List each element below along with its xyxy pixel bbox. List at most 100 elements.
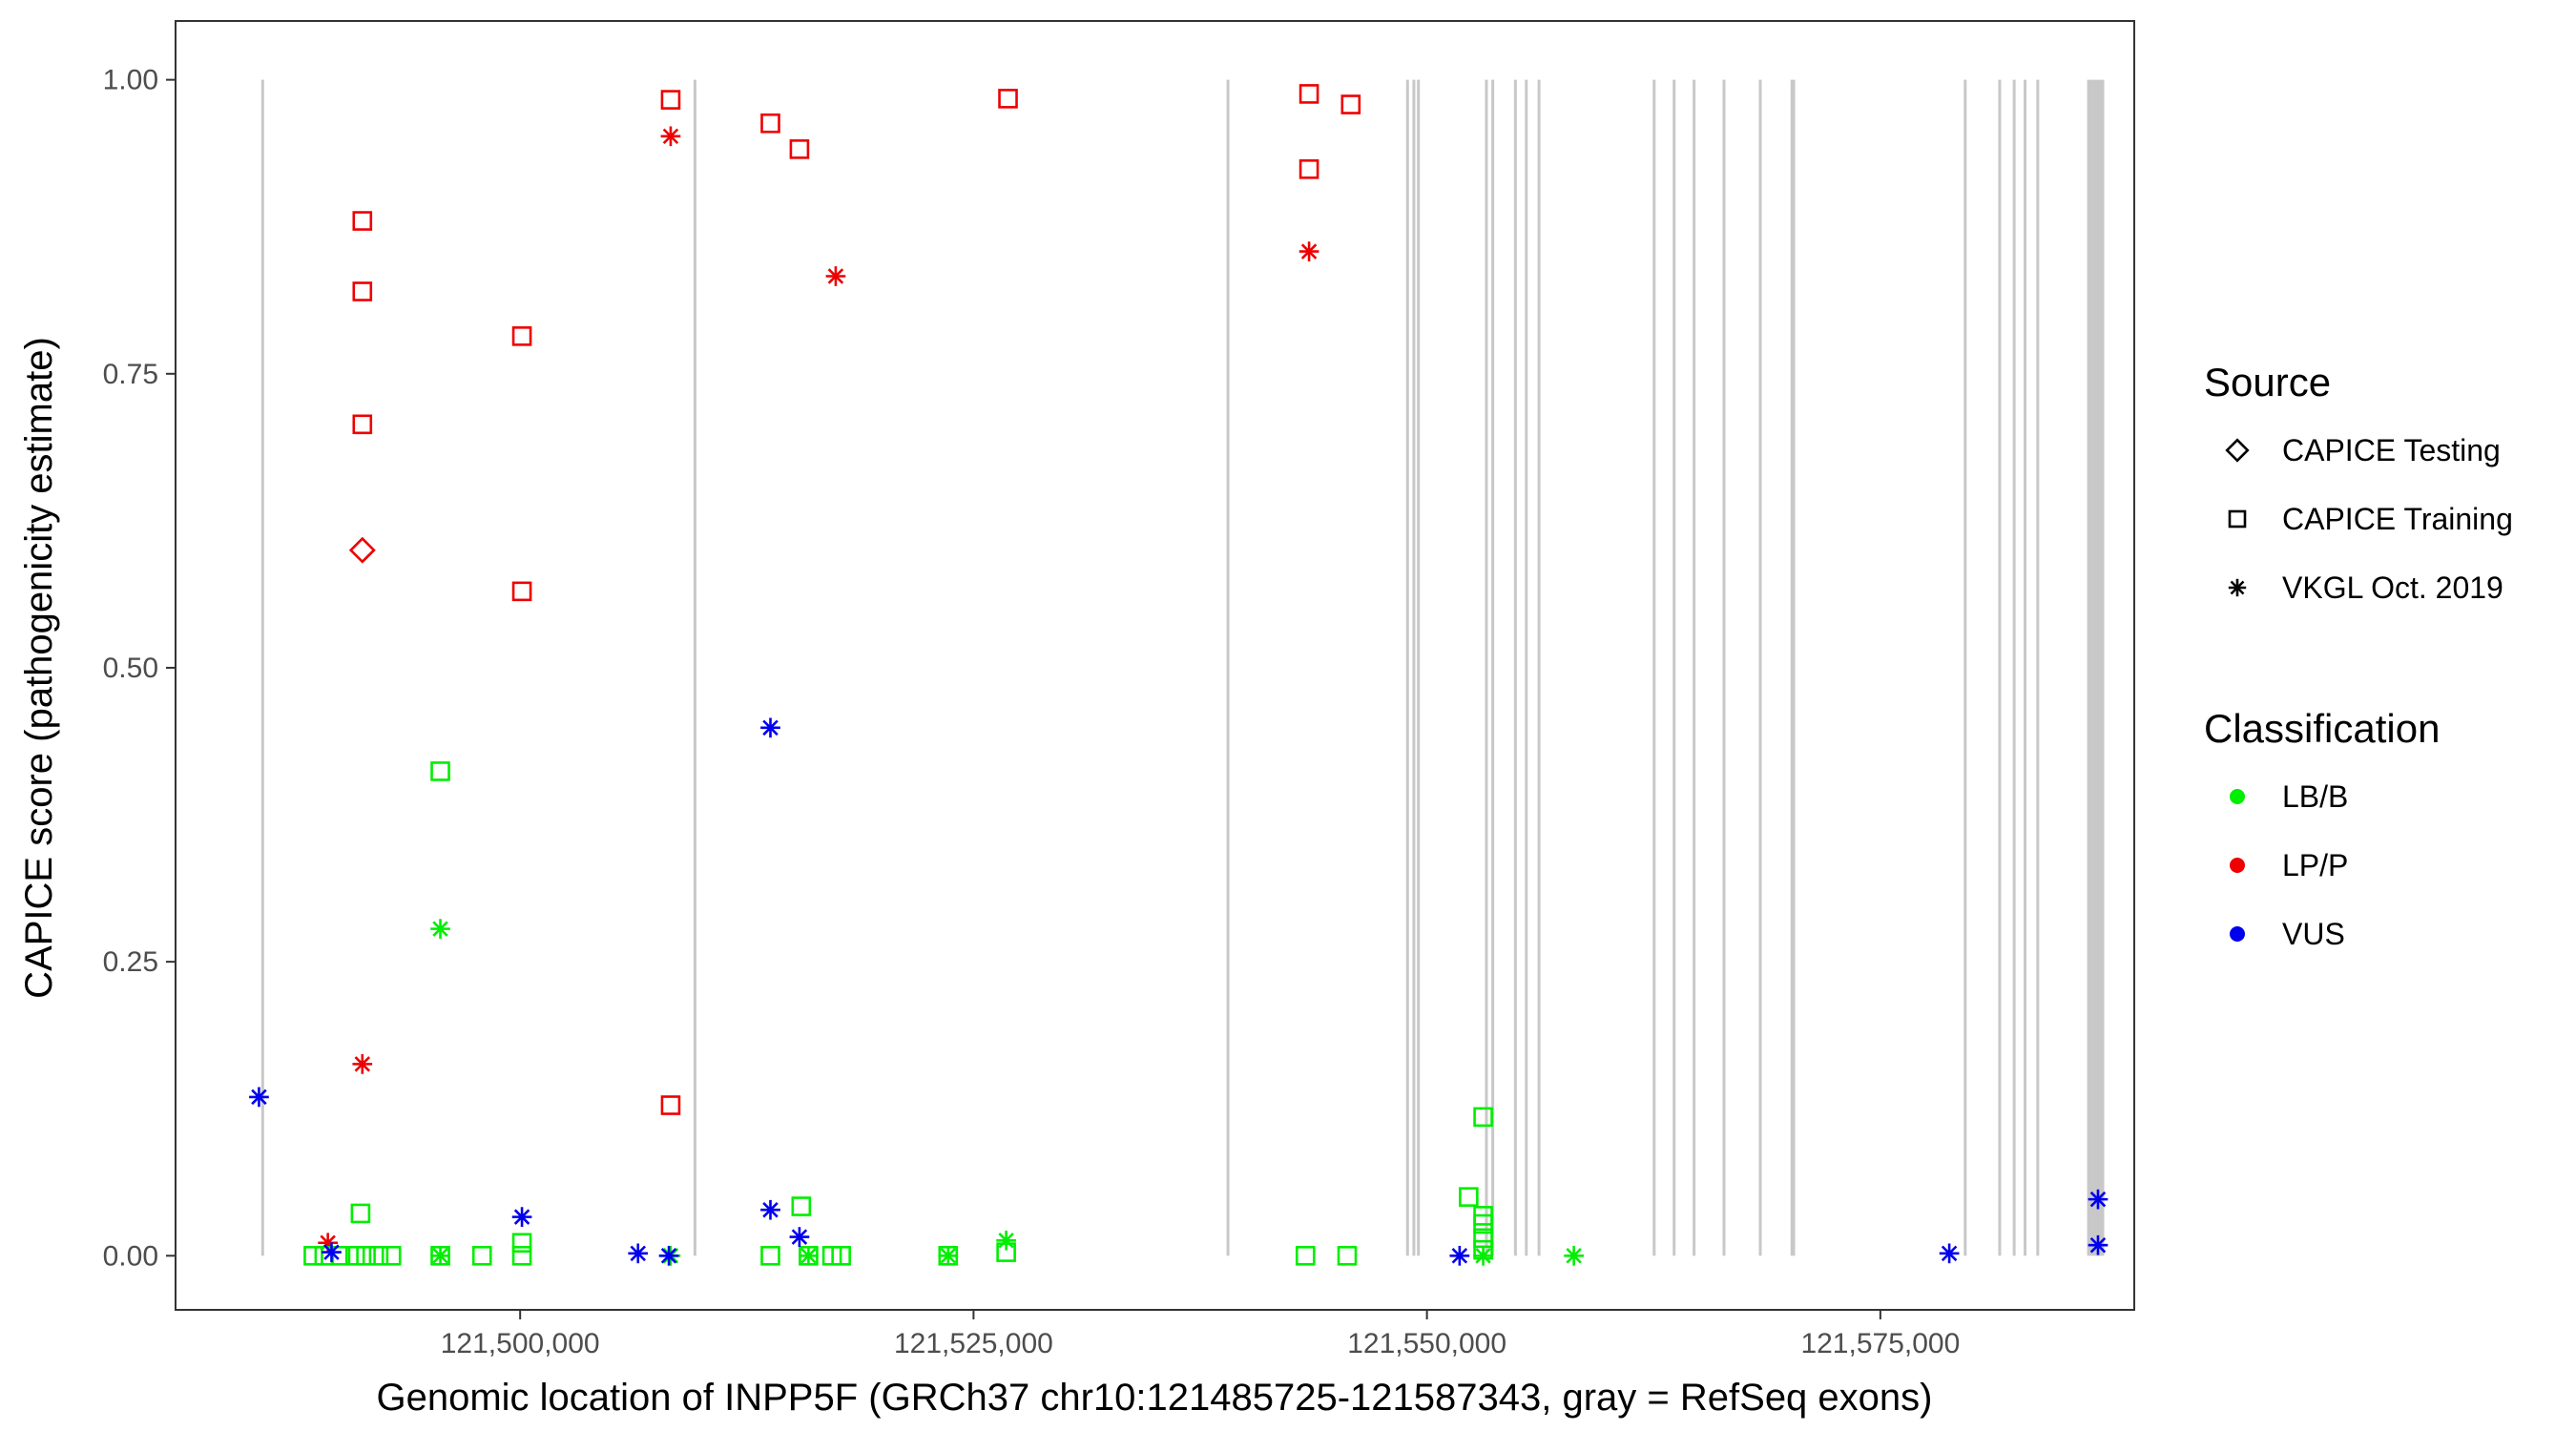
- data-point: [831, 1245, 851, 1266]
- exon-band: [1652, 79, 1656, 1256]
- exon-band: [260, 79, 264, 1256]
- data-point: [1449, 1245, 1470, 1266]
- exon-band: [1790, 79, 1796, 1256]
- y-tick-label: 0.00: [103, 1240, 158, 1272]
- exon-band: [1998, 79, 2002, 1256]
- legend-class-item: LP/P: [2230, 848, 2348, 882]
- y-tick-label: 0.50: [103, 653, 158, 684]
- y-axis-title: CAPICE score (pathogenicity estimate): [18, 337, 60, 999]
- y-axis: 0.00 0.25 0.50 0.75 1.00: [103, 65, 176, 1272]
- x-tick-label: 121,550,000: [1347, 1328, 1506, 1359]
- data-point: [322, 1242, 342, 1262]
- data-point: [1939, 1243, 1960, 1264]
- legend-class-label: LB/B: [2282, 779, 2348, 814]
- exon-band: [2036, 79, 2040, 1256]
- exon-band: [1513, 79, 1517, 1256]
- exon-band: [1417, 79, 1421, 1256]
- data-point: [628, 1243, 649, 1264]
- exon-band: [1693, 79, 1696, 1256]
- data-point: [996, 1230, 1016, 1251]
- legend-class-item: LB/B: [2230, 779, 2348, 814]
- data-point: [1337, 1245, 1358, 1266]
- data-point: [303, 1245, 323, 1266]
- data-point: [1298, 84, 1319, 104]
- y-tick-label: 1.00: [103, 65, 158, 96]
- exon-band: [1491, 79, 1495, 1256]
- legend-source-item: CAPICE Training: [2228, 502, 2513, 536]
- data-point: [352, 1054, 373, 1074]
- legend-class-label: VUS: [2282, 917, 2345, 951]
- exon-band: [1405, 79, 1409, 1256]
- data-points: [249, 84, 2109, 1266]
- data-point: [996, 1242, 1016, 1262]
- data-point: [344, 1245, 365, 1266]
- data-point: [789, 139, 810, 159]
- data-point: [471, 1245, 492, 1266]
- data-point: [430, 1245, 450, 1266]
- data-point: [658, 1245, 679, 1266]
- data-point: [660, 90, 681, 110]
- data-point: [249, 1087, 269, 1108]
- data-point: [760, 113, 780, 134]
- data-point: [660, 126, 681, 147]
- data-point: [1295, 1245, 1316, 1266]
- data-point: [511, 1207, 532, 1227]
- data-point: [352, 211, 373, 231]
- legend-title-source: Source: [2204, 360, 2331, 404]
- data-point: [2088, 1234, 2109, 1255]
- exon-band: [1412, 79, 1416, 1256]
- y-tick-label: 0.75: [103, 359, 158, 390]
- data-point: [511, 326, 532, 346]
- exon-band: [2087, 79, 2105, 1256]
- data-point: [430, 919, 450, 939]
- exon-band: [2024, 79, 2027, 1256]
- data-point: [1298, 241, 1319, 261]
- data-point: [511, 1233, 532, 1254]
- exon-band: [1672, 79, 1676, 1256]
- x-tick-label: 121,500,000: [441, 1328, 600, 1359]
- exon-band: [1963, 79, 1967, 1256]
- data-point: [2088, 1189, 2109, 1210]
- data-point: [1340, 94, 1361, 114]
- exon-band: [1485, 79, 1488, 1256]
- legend-source-items: CAPICE Testing CAPICE Training VKGL Oct. 2…: [2225, 433, 2513, 605]
- exon-band: [1722, 79, 1726, 1256]
- data-point: [938, 1245, 959, 1266]
- legend-class-label: LP/P: [2282, 848, 2348, 882]
- data-point: [799, 1245, 819, 1266]
- legend-source-label: CAPICE Testing: [2282, 433, 2501, 467]
- x-axis-title: Genomic location of INPP5F (GRCh37 chr10…: [377, 1377, 1933, 1419]
- exon-bands: [260, 79, 2105, 1256]
- exon-band: [1525, 79, 1528, 1256]
- exon-band: [2012, 79, 2016, 1256]
- data-point: [1473, 1213, 1493, 1234]
- data-point: [1564, 1245, 1584, 1266]
- data-point: [1459, 1187, 1479, 1207]
- data-point: [760, 1199, 780, 1220]
- x-tick-label: 121,525,000: [894, 1328, 1053, 1359]
- exon-band: [1758, 79, 1762, 1256]
- legend-classification-items: LB/B LP/P VUS: [2230, 779, 2348, 951]
- data-point: [368, 1245, 389, 1266]
- legend-source-item: VKGL Oct. 2019: [2228, 570, 2503, 605]
- x-tick-label: 121,575,000: [1800, 1328, 1960, 1359]
- data-point: [348, 536, 376, 564]
- data-point: [825, 266, 846, 286]
- data-point: [352, 281, 373, 301]
- data-point: [660, 1095, 681, 1115]
- data-point: [1473, 1245, 1493, 1266]
- exon-band: [693, 79, 696, 1256]
- data-point: [1473, 1107, 1493, 1128]
- data-point: [356, 1245, 376, 1266]
- legend-source-item: CAPICE Testing: [2225, 433, 2501, 467]
- data-point: [791, 1196, 812, 1216]
- data-point: [998, 89, 1018, 109]
- plot-panel-border: [175, 20, 2135, 1311]
- exon-band: [1537, 79, 1541, 1256]
- data-point: [511, 581, 532, 602]
- data-point: [1298, 159, 1319, 179]
- legend-class-item: VUS: [2230, 917, 2345, 951]
- legend-source-label: VKGL Oct. 2019: [2282, 570, 2503, 605]
